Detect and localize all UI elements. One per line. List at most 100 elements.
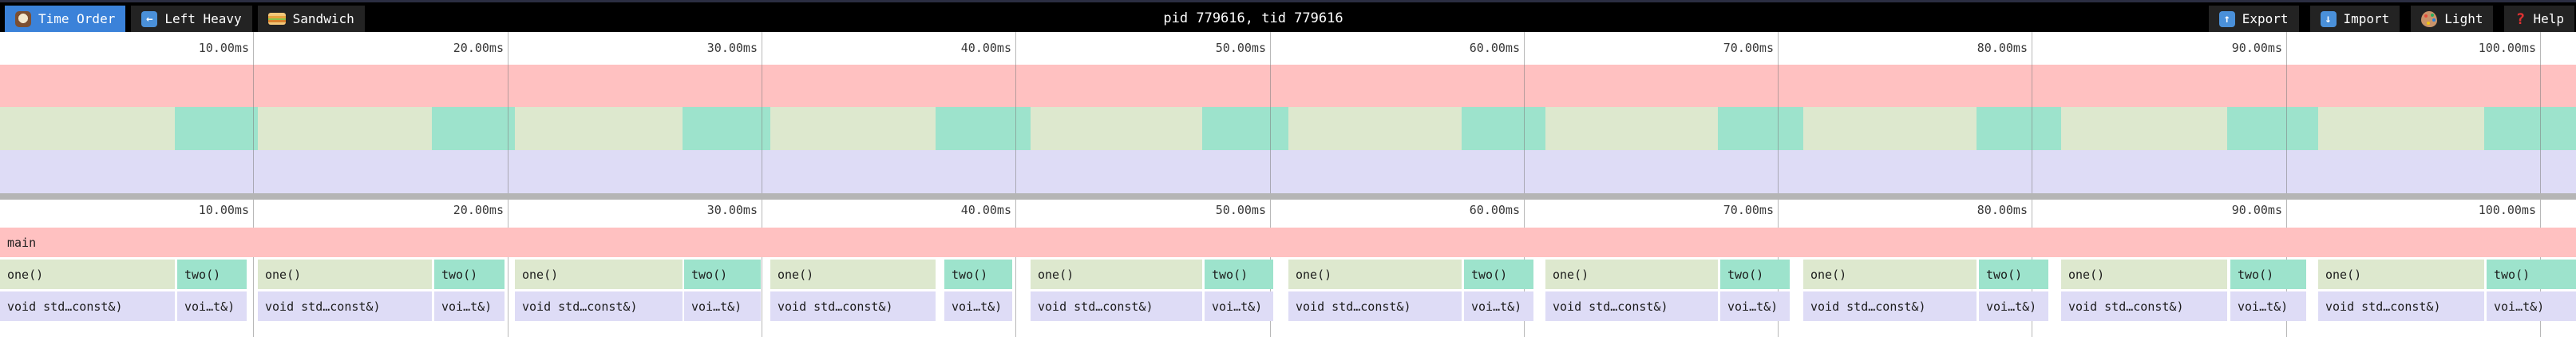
frame-one[interactable]: one(): [0, 260, 175, 289]
timeline-gridline: [253, 200, 254, 337]
frame-two-child[interactable]: voi…t&): [2230, 291, 2306, 321]
frame-one-child[interactable]: void std…const&): [258, 291, 432, 321]
export-arrow-icon: ↑: [2218, 10, 2235, 27]
section-divider: [0, 193, 2576, 200]
frame-one-child[interactable]: void std…const&): [770, 291, 936, 321]
frame-two-child[interactable]: voi…t&): [2487, 291, 2576, 321]
minimap-two-block: [175, 107, 258, 150]
frame-two[interactable]: two(): [177, 260, 247, 289]
minimap-tick-label: 60.00ms: [1469, 41, 1520, 55]
frame-two-child[interactable]: voi…t&): [434, 291, 505, 321]
toolbar: Time Order ← Left Heavy Sandwich pid 779…: [0, 0, 2576, 32]
frame-one-child[interactable]: void std…const&): [2318, 291, 2484, 321]
import-button[interactable]: ↓ Import: [2309, 6, 2400, 32]
frame-one-child[interactable]: void std…const&): [515, 291, 683, 321]
minimap[interactable]: 10.00ms 20.00ms 30.00ms 40.00ms 50.00ms 60.00…: [0, 32, 2576, 193]
left-arrow-icon: ←: [141, 10, 158, 27]
timeline-tick-label: 40.00ms: [960, 203, 1011, 217]
minimap-gridline: [1270, 32, 1271, 193]
frame-two[interactable]: two(): [1464, 260, 1533, 289]
tab-time-order-label: Time Order: [38, 11, 116, 26]
palette-icon: [2421, 10, 2438, 27]
theme-toggle-button[interactable]: Light: [2411, 6, 2494, 32]
import-arrow-icon: ↓: [2320, 10, 2337, 27]
minimap-gridline: [1015, 32, 1016, 193]
export-label: Export: [2242, 11, 2289, 26]
frame-one-child[interactable]: void std…const&): [1031, 291, 1202, 321]
frame-one-child[interactable]: void std…const&): [0, 291, 175, 321]
minimap-tick-label: 40.00ms: [960, 41, 1011, 55]
timeline-tick-label: 90.00ms: [2231, 203, 2282, 217]
frame-two[interactable]: two(): [434, 260, 505, 289]
frame-two[interactable]: two(): [684, 260, 761, 289]
minimap-two-block: [936, 107, 1031, 150]
minimap-band-one: [0, 107, 2576, 150]
flamechart: 10.00ms 20.00ms 30.00ms 40.00ms 50.00ms 60.00…: [0, 200, 2576, 337]
tab-time-order[interactable]: Time Order: [5, 6, 126, 32]
frame-one[interactable]: one(): [1031, 260, 1202, 289]
frame-one-child[interactable]: void std…const&): [2061, 291, 2227, 321]
frame-two-child[interactable]: voi…t&): [1464, 291, 1533, 321]
minimap-two-block: [1462, 107, 1545, 150]
frame-one[interactable]: one(): [2318, 260, 2484, 289]
minimap-tick-label: 30.00ms: [706, 41, 758, 55]
minimap-tick-label: 20.00ms: [453, 41, 504, 55]
minimap-gridline: [1524, 32, 1525, 193]
minimap-band-main: [0, 65, 2576, 107]
minimap-tick-label: 10.00ms: [198, 41, 249, 55]
frame-two-child[interactable]: voi…t&): [944, 291, 1012, 321]
frame-two-child[interactable]: voi…t&): [1720, 291, 1790, 321]
frame-two-child[interactable]: voi…t&): [684, 291, 761, 321]
frame-two[interactable]: two(): [944, 260, 1012, 289]
help-label: Help: [2533, 11, 2564, 26]
tab-sandwich[interactable]: Sandwich: [257, 6, 365, 32]
tab-sandwich-label: Sandwich: [292, 11, 354, 26]
frame-one[interactable]: one(): [515, 260, 683, 289]
frame-one-child[interactable]: void std…const&): [1545, 291, 1718, 321]
frame-two-child[interactable]: voi…t&): [1979, 291, 2048, 321]
minimap-tick-label: 90.00ms: [2231, 41, 2282, 55]
frame-one[interactable]: one(): [1288, 260, 1462, 289]
frame-one-child[interactable]: void std…const&): [1288, 291, 1462, 321]
frame-one[interactable]: one(): [770, 260, 936, 289]
view-mode-tabs: Time Order ← Left Heavy Sandwich: [5, 6, 365, 32]
question-mark-icon: ?: [2515, 10, 2526, 28]
toolbar-actions: ↑ Export ↓ Import Light ? Help: [2208, 6, 2574, 32]
timeline-tick-label: 80.00ms: [1977, 203, 2028, 217]
frame-main[interactable]: main: [0, 228, 2576, 257]
frame-two[interactable]: two(): [1720, 260, 1790, 289]
frame-two[interactable]: two(): [2230, 260, 2306, 289]
frame-two[interactable]: two(): [1979, 260, 2048, 289]
frame-one[interactable]: one(): [258, 260, 432, 289]
theme-toggle-label: Light: [2444, 11, 2483, 26]
minimap-two-block: [1202, 107, 1288, 150]
minimap-gridline: [2540, 32, 2541, 193]
frame-two[interactable]: two(): [2487, 260, 2576, 289]
minimap-tick-label: 50.00ms: [1215, 41, 1266, 55]
tab-left-heavy[interactable]: ← Left Heavy: [131, 6, 252, 32]
timeline-gridline: [1015, 200, 1016, 337]
frame-one[interactable]: one(): [2061, 260, 2227, 289]
minimap-gridline: [2286, 32, 2287, 193]
minimap-tick-label: 80.00ms: [1977, 41, 2028, 55]
frame-two[interactable]: two(): [1205, 260, 1273, 289]
window-title: pid 779616, tid 779616: [1163, 10, 1343, 26]
minimap-gridline: [1778, 32, 1779, 193]
timeline-tick-label: 30.00ms: [706, 203, 758, 217]
help-button[interactable]: ? Help: [2504, 6, 2574, 32]
timeline-tick-label: 100.00ms: [2478, 203, 2536, 217]
frame-one[interactable]: one(): [1545, 260, 1718, 289]
frame-one[interactable]: one(): [1803, 260, 1977, 289]
export-button[interactable]: ↑ Export: [2208, 6, 2299, 32]
frame-one-child[interactable]: void std…const&): [1803, 291, 1977, 321]
frame-two-child[interactable]: voi…t&): [177, 291, 247, 321]
minimap-two-block: [683, 107, 770, 150]
timeline-tick-label: 50.00ms: [1215, 203, 1266, 217]
minimap-two-block: [2227, 107, 2318, 150]
clock-icon: [15, 10, 31, 27]
timeline-tick-label: 60.00ms: [1469, 203, 1520, 217]
minimap-tick-label: 70.00ms: [1723, 41, 1774, 55]
sandwich-icon: [267, 13, 286, 25]
frame-two-child[interactable]: voi…t&): [1205, 291, 1273, 321]
